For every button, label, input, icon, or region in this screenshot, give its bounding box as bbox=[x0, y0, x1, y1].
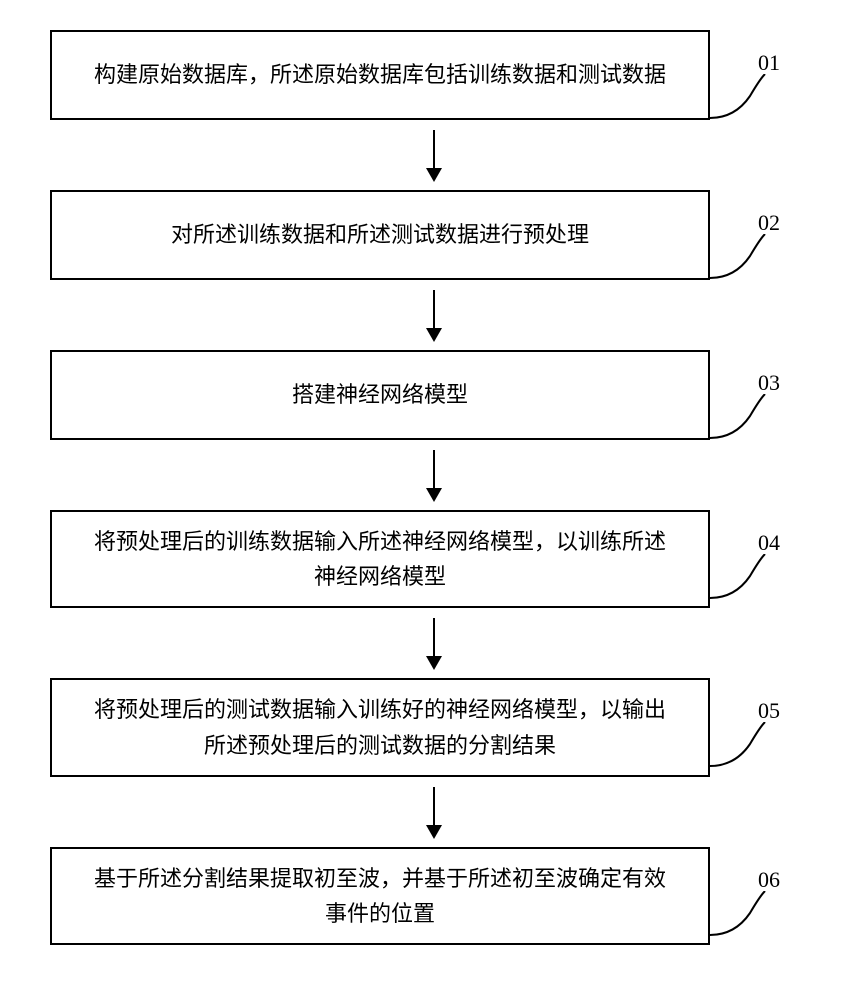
step-box-1: 构建原始数据库，所述原始数据库包括训练数据和测试数据 bbox=[50, 30, 710, 120]
step-label-wrapper: 01 bbox=[710, 30, 790, 120]
arrow-down-icon bbox=[433, 618, 435, 668]
step-number: 02 bbox=[758, 210, 780, 236]
step-row: 对所述训练数据和所述测试数据进行预处理 02 bbox=[50, 190, 818, 280]
step-number: 03 bbox=[758, 370, 780, 396]
step-label-wrapper: 02 bbox=[710, 190, 790, 280]
arrow-down-icon bbox=[433, 450, 435, 500]
arrow-container bbox=[104, 608, 764, 678]
step-label-wrapper: 04 bbox=[710, 510, 790, 600]
curve-connector-icon bbox=[710, 891, 770, 937]
step-box-5: 将预处理后的测试数据输入训练好的神经网络模型，以输出所述预处理后的测试数据的分割… bbox=[50, 678, 710, 776]
arrow-container bbox=[104, 280, 764, 350]
step-row: 搭建神经网络模型 03 bbox=[50, 350, 818, 440]
flowchart-container: 构建原始数据库，所述原始数据库包括训练数据和测试数据 01 对所述训练数据和所述… bbox=[50, 30, 818, 945]
step-box-6: 基于所述分割结果提取初至波，并基于所述初至波确定有效事件的位置 bbox=[50, 847, 710, 945]
step-label-wrapper: 03 bbox=[710, 350, 790, 440]
step-row: 将预处理后的测试数据输入训练好的神经网络模型，以输出所述预处理后的测试数据的分割… bbox=[50, 678, 818, 776]
step-label-wrapper: 05 bbox=[710, 678, 790, 768]
step-number: 04 bbox=[758, 530, 780, 556]
arrow-container bbox=[104, 440, 764, 510]
arrow-down-icon bbox=[433, 130, 435, 180]
curve-connector-icon bbox=[710, 74, 770, 120]
curve-connector-icon bbox=[710, 394, 770, 440]
curve-connector-icon bbox=[710, 554, 770, 600]
step-text: 搭建神经网络模型 bbox=[292, 377, 468, 412]
step-box-3: 搭建神经网络模型 bbox=[50, 350, 710, 440]
step-text: 将预处理后的测试数据输入训练好的神经网络模型，以输出所述预处理后的测试数据的分割… bbox=[92, 692, 668, 762]
step-text: 基于所述分割结果提取初至波，并基于所述初至波确定有效事件的位置 bbox=[92, 861, 668, 931]
arrow-container bbox=[104, 120, 764, 190]
curve-connector-icon bbox=[710, 234, 770, 280]
step-row: 基于所述分割结果提取初至波，并基于所述初至波确定有效事件的位置 06 bbox=[50, 847, 818, 945]
curve-connector-icon bbox=[710, 722, 770, 768]
arrow-down-icon bbox=[433, 290, 435, 340]
step-number: 05 bbox=[758, 698, 780, 724]
step-text: 将预处理后的训练数据输入所述神经网络模型，以训练所述神经网络模型 bbox=[92, 524, 668, 594]
step-box-2: 对所述训练数据和所述测试数据进行预处理 bbox=[50, 190, 710, 280]
step-text: 对所述训练数据和所述测试数据进行预处理 bbox=[171, 217, 589, 252]
arrow-down-icon bbox=[433, 787, 435, 837]
arrow-container bbox=[104, 777, 764, 847]
step-text: 构建原始数据库，所述原始数据库包括训练数据和测试数据 bbox=[94, 57, 666, 92]
step-number: 01 bbox=[758, 50, 780, 76]
step-label-wrapper: 06 bbox=[710, 847, 790, 937]
step-row: 将预处理后的训练数据输入所述神经网络模型，以训练所述神经网络模型 04 bbox=[50, 510, 818, 608]
step-row: 构建原始数据库，所述原始数据库包括训练数据和测试数据 01 bbox=[50, 30, 818, 120]
step-box-4: 将预处理后的训练数据输入所述神经网络模型，以训练所述神经网络模型 bbox=[50, 510, 710, 608]
step-number: 06 bbox=[758, 867, 780, 893]
